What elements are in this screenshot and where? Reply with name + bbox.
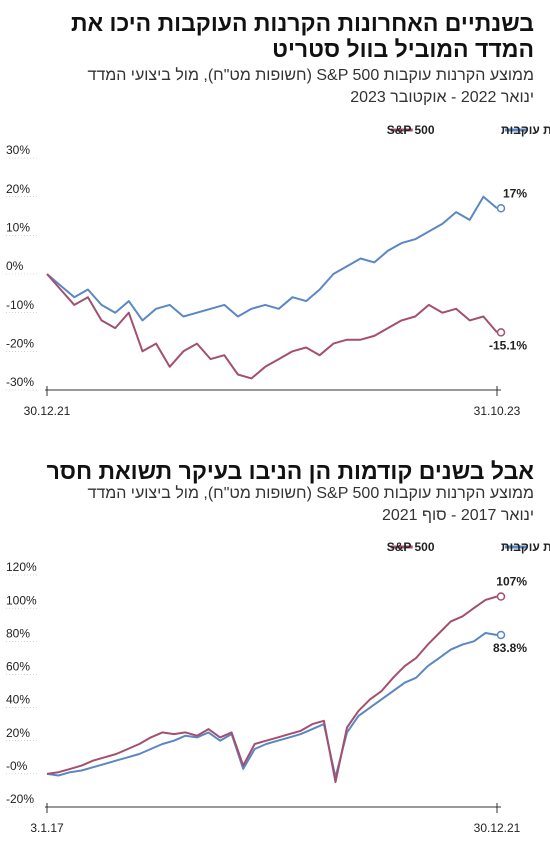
chart-subtitle: ממוצע הקרנות עוקבות S&P 500 (חשופות מט"ח…	[87, 485, 534, 502]
chart-period: ינואר 2017 - סוף 2021	[381, 507, 534, 524]
y-tick-label: 60%	[6, 660, 30, 674]
chart-block: אבל בשנים קודמות הן הניבו בעיקר תשואת חס…	[0, 420, 550, 843]
chart-title: אבל בשנים קודמות הן הניבו בעיקר תשואת חס…	[46, 458, 534, 484]
x-tick-label: 31.10.23	[474, 404, 521, 418]
legend-label: קרנות עוקבות	[501, 540, 550, 554]
chart-subtitle: ממוצע הקרנות עוקבות S&P 500 (חשופות מט"ח…	[87, 67, 534, 84]
x-tick-label: 30.12.21	[474, 821, 521, 835]
value-label: 83.8%	[493, 641, 527, 655]
value-label: -15.1%	[489, 339, 527, 353]
chart: 30% 20% 10% 0% -10% -20% -30% 30.12.21 31.10.23 ק…	[6, 123, 550, 418]
y-tick-label: -20%	[6, 337, 34, 351]
series-line	[46, 632, 498, 779]
series-line	[46, 595, 498, 784]
y-tick-label: 100%	[6, 593, 37, 607]
series-line	[46, 195, 498, 322]
y-tick-label: -0%	[6, 759, 28, 773]
y-tick-label: 30%	[6, 143, 30, 157]
end-marker	[496, 630, 506, 640]
series-line	[46, 273, 498, 380]
y-tick-label: 0%	[6, 259, 24, 273]
y-tick-label: -10%	[6, 298, 34, 312]
y-tick-label: -20%	[6, 792, 34, 806]
y-tick-label: 20%	[6, 726, 30, 740]
value-label: 107%	[496, 575, 527, 589]
y-tick-label: 10%	[6, 221, 30, 235]
x-tick-label: 3.1.17	[30, 821, 64, 835]
y-tick-label: 120%	[6, 560, 37, 574]
y-tick-label: 80%	[6, 626, 30, 640]
y-tick-label: 20%	[6, 182, 30, 196]
legend-label: קרנות עוקבות	[501, 123, 550, 137]
end-marker	[496, 328, 506, 337]
y-tick-label: -30%	[6, 375, 34, 389]
chart: 120% 100% 80% 60% 40% 20% -0% -20% 3.1.17 30.12.2…	[6, 540, 550, 835]
x-tick-label: 30.12.21	[24, 404, 71, 418]
legend-label: S&P 500	[387, 540, 435, 554]
chart-period: ינואר 2022 - אוקטובר 2023	[350, 89, 534, 106]
chart-title: בשנתיים האחרונות הקרנות העוקבות היכו את …	[70, 10, 534, 62]
value-label: 17%	[503, 186, 527, 200]
chart-block: בשנתיים האחרונות הקרנות העוקבות היכו את …	[0, 0, 550, 420]
legend-label: S&P 500	[387, 123, 435, 137]
end-marker	[496, 592, 506, 601]
end-marker	[496, 204, 506, 213]
y-tick-label: 40%	[6, 693, 30, 707]
